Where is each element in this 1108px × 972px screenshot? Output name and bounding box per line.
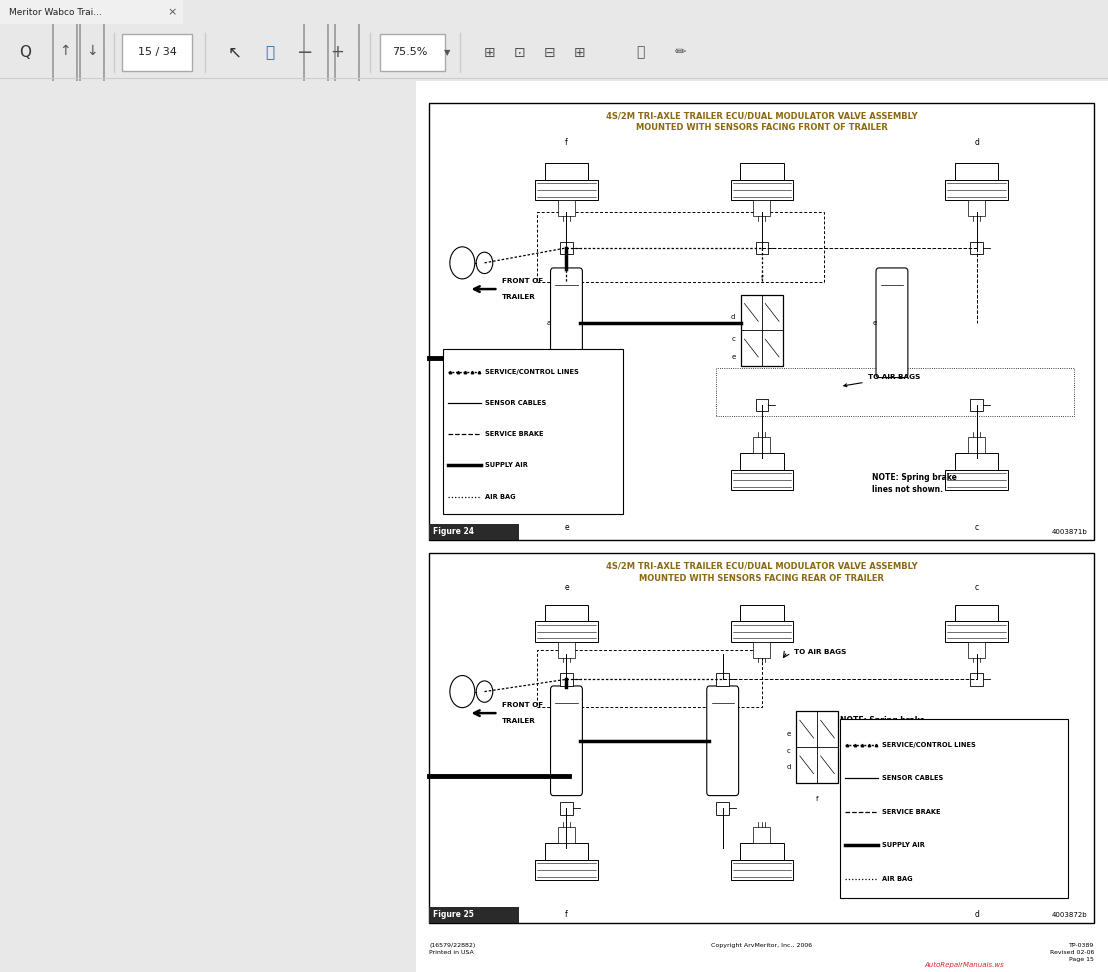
Text: ▼: ▼ <box>443 48 450 57</box>
Text: TO AIR BAGS: TO AIR BAGS <box>844 374 920 387</box>
Bar <box>430 907 520 923</box>
Text: e: e <box>872 320 876 326</box>
Text: Copyright ArvMeritor, Inc., 2006: Copyright ArvMeritor, Inc., 2006 <box>711 944 812 949</box>
Bar <box>955 453 998 469</box>
Bar <box>430 103 1095 539</box>
Text: SENSOR CABLES: SENSOR CABLES <box>485 400 546 406</box>
Bar <box>558 827 575 843</box>
Bar <box>430 553 1095 923</box>
Text: 4003872b: 4003872b <box>1051 912 1087 918</box>
Bar <box>537 650 762 707</box>
Bar <box>756 242 768 254</box>
Circle shape <box>476 681 493 703</box>
Text: e: e <box>564 582 568 592</box>
Text: TRAILER: TRAILER <box>502 718 535 724</box>
FancyBboxPatch shape <box>876 268 907 377</box>
Text: SUPPLY AIR: SUPPLY AIR <box>882 843 925 849</box>
Text: MOUNTED WITH SENSORS FACING REAR OF TRAILER: MOUNTED WITH SENSORS FACING REAR OF TRAI… <box>639 573 884 582</box>
Bar <box>730 621 793 642</box>
Bar <box>968 436 985 453</box>
Bar <box>753 200 770 216</box>
Bar <box>955 605 998 621</box>
Bar <box>561 802 573 815</box>
Bar <box>561 242 573 254</box>
Text: ⊟: ⊟ <box>544 46 556 59</box>
Bar <box>545 162 588 180</box>
Bar <box>380 34 445 71</box>
Bar <box>558 436 575 453</box>
Text: a: a <box>547 320 552 326</box>
Text: (16579/22882)
Printed in USA: (16579/22882) Printed in USA <box>430 944 475 955</box>
Bar <box>740 453 783 469</box>
Text: ↓: ↓ <box>86 45 98 58</box>
Bar <box>558 642 575 658</box>
Text: e: e <box>564 523 568 532</box>
Text: SENSOR CABLES: SENSOR CABLES <box>882 776 943 781</box>
Text: d: d <box>974 138 979 147</box>
Text: FRONT OF: FRONT OF <box>502 702 543 708</box>
Text: 💬: 💬 <box>636 46 644 59</box>
Text: ↑: ↑ <box>59 45 71 58</box>
Text: ⊡: ⊡ <box>514 46 526 59</box>
Bar <box>561 673 573 685</box>
Bar <box>717 673 729 685</box>
Bar <box>730 180 793 200</box>
Text: TO AIR BAGS: TO AIR BAGS <box>794 648 847 654</box>
Text: ✋: ✋ <box>266 45 275 60</box>
Bar <box>756 399 768 411</box>
Text: 75.5%: 75.5% <box>392 48 428 57</box>
Text: NOTE: Spring brake
lines not shown.: NOTE: Spring brake lines not shown. <box>840 716 925 738</box>
Text: d: d <box>974 910 979 920</box>
Bar <box>716 367 1074 416</box>
Bar <box>840 719 1068 897</box>
Bar <box>968 827 985 843</box>
Text: SERVICE BRAKE: SERVICE BRAKE <box>485 432 544 437</box>
Text: AutoRepairManuals.ws: AutoRepairManuals.ws <box>924 961 1004 967</box>
Bar <box>955 162 998 180</box>
Bar <box>730 860 793 880</box>
Text: ⊞: ⊞ <box>484 46 495 59</box>
Circle shape <box>476 252 493 273</box>
Text: ⊞: ⊞ <box>574 46 586 59</box>
Bar <box>535 180 597 200</box>
Bar <box>797 712 838 782</box>
Bar <box>740 162 783 180</box>
Text: Figure 25: Figure 25 <box>433 911 474 920</box>
Bar <box>971 673 983 685</box>
Bar <box>717 802 729 815</box>
Circle shape <box>450 676 474 708</box>
Bar <box>535 469 597 490</box>
Text: 15 / 34: 15 / 34 <box>137 48 176 57</box>
Text: SERVICE/CONTROL LINES: SERVICE/CONTROL LINES <box>485 369 578 375</box>
Bar <box>971 399 983 411</box>
Bar <box>443 349 623 513</box>
Text: 4S/2M TRI-AXLE TRAILER ECU/DUAL MODULATOR VALVE ASSEMBLY: 4S/2M TRI-AXLE TRAILER ECU/DUAL MODULATO… <box>606 562 917 571</box>
Bar <box>945 469 1008 490</box>
FancyBboxPatch shape <box>551 686 583 796</box>
Text: AIR BAG: AIR BAG <box>485 494 515 500</box>
Text: e: e <box>787 731 791 737</box>
Text: ↖: ↖ <box>228 44 242 61</box>
FancyBboxPatch shape <box>707 686 739 796</box>
Text: TP-0389
Revised 02-06
Page 15: TP-0389 Revised 02-06 Page 15 <box>1049 944 1095 961</box>
Text: c: c <box>731 336 736 342</box>
Text: ×: × <box>167 7 176 17</box>
Bar <box>945 180 1008 200</box>
Text: 4003871b: 4003871b <box>1051 529 1087 535</box>
FancyBboxPatch shape <box>551 268 583 377</box>
Bar <box>945 621 1008 642</box>
Text: TRAILER: TRAILER <box>502 295 535 300</box>
Bar <box>945 860 1008 880</box>
Text: SERVICE BRAKE: SERVICE BRAKE <box>882 809 941 815</box>
Text: c: c <box>787 748 791 754</box>
Bar <box>740 843 783 860</box>
Text: MOUNTED WITH SENSORS FACING FRONT OF TRAILER: MOUNTED WITH SENSORS FACING FRONT OF TRA… <box>636 123 888 132</box>
Bar <box>741 295 782 365</box>
Bar <box>558 200 575 216</box>
Bar <box>730 469 793 490</box>
Bar <box>753 436 770 453</box>
Text: f: f <box>565 138 567 147</box>
Text: f: f <box>815 796 819 802</box>
Bar <box>545 843 588 860</box>
Text: Q: Q <box>19 45 31 60</box>
